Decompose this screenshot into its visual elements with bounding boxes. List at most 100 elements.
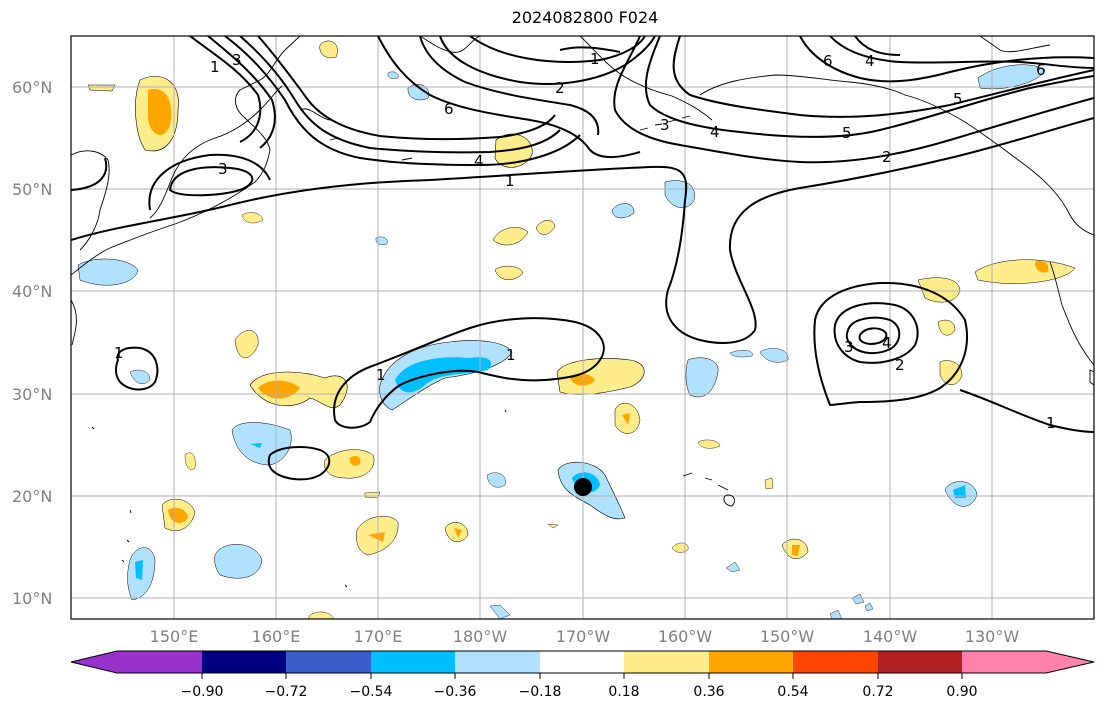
contour-line [419,36,600,136]
contour-label: 1 [1046,414,1056,432]
contour-line [672,36,1094,118]
asia-coastline [71,36,301,276]
colorbar-tick-label: −0.72 [265,684,308,700]
colorbar-tick-label: 0.36 [693,684,724,700]
lat-tick-label: 30°N [12,385,52,404]
negative-anomaly-area [214,544,263,579]
contour-label: 2 [882,148,892,166]
positive-anomaly-area [535,220,556,235]
negative-anomaly-area [407,84,429,101]
asia-coastline [71,299,77,346]
lat-tick-label: 60°N [12,78,52,97]
contour-label: 6 [823,52,833,70]
negative-anomaly-area [759,348,789,363]
contour-line [148,153,271,211]
contour-line [845,316,901,354]
contour-line [71,157,108,191]
contour-label: 1 [506,346,516,364]
contour-line [115,346,159,391]
positive-anomaly-area [792,545,800,556]
colorbar-tick-label: 0.72 [862,684,893,700]
positive-anomaly-area [307,611,335,619]
positive-anomaly-area [622,413,630,425]
bering-coastline [299,108,331,121]
lon-tick-label: 160°W [658,627,713,646]
negative-anomaly-area [864,602,874,612]
lon-tick-label: 150°E [150,627,199,646]
negative-anomaly-area [395,357,491,393]
contour-line [267,446,331,481]
colorbar-segment [962,651,1047,673]
contour-line [257,36,556,141]
colorbar-segment [878,651,963,673]
colorbar-tick-label: −0.18 [519,684,562,700]
positive-anomaly-area [368,532,385,542]
storm-center-marker [574,478,592,496]
colorbar-tick-label: 0.18 [608,684,639,700]
positive-anomaly-area [168,507,188,523]
negative-anomaly-area [953,485,966,498]
contour-label: 1 [114,344,124,362]
colorbar-segment [117,651,202,673]
map-frame [70,35,1095,620]
contour-label: 5 [953,90,963,108]
colorbar-outline [70,650,1095,674]
lon-tick-label: 140°W [863,627,918,646]
contour-lines [71,36,1094,481]
latitude-axis: 60°N 50°N 40°N 30°N 20°N 10°N [12,78,52,608]
negative-anomaly-area [489,604,511,619]
contour-line [189,36,262,143]
graticule [71,36,1094,619]
colorbar-segment [455,651,540,673]
positive-anomaly-area [454,528,462,538]
contour-line [854,36,901,56]
contour-line [71,117,1094,344]
positive-anomaly-area [87,84,116,92]
negative-anomaly-area [77,258,139,286]
colorbar-tick-label: 0.54 [777,684,808,700]
lon-tick-label: 180°W [453,627,508,646]
contour-line [239,36,561,154]
contour-label: 3 [232,51,242,69]
negative-anomaly-area [725,561,741,573]
contour-line [829,36,1094,69]
contour-label: 4 [710,123,720,141]
positive-anomaly-area [1035,260,1049,273]
north-america-coastline [979,36,1051,53]
contour-label: 4 [865,52,875,70]
negative-anomaly-area [387,71,399,79]
positive-anomaly-area [547,523,559,529]
lon-tick-label: 170°E [354,627,403,646]
lon-tick-label: 160°E [252,627,301,646]
colorbar-segment [793,651,878,673]
contour-label: 6 [444,100,454,118]
colorbar-tick-label: −0.54 [350,684,393,700]
north-america-coastline [1069,214,1094,236]
alaska-coastline [579,36,713,121]
lat-tick-label: 40°N [12,282,52,301]
contour-label: 5 [842,124,852,142]
positive-anomaly-area [671,542,689,553]
contour-label: 4 [882,334,892,352]
chart-title: 2024082800 F024 [511,8,659,27]
contour-label: 1 [505,172,515,190]
positive-anomaly-area [492,227,529,246]
colorbar-segment [709,651,794,673]
contour-line [439,36,656,85]
bering-coastline [401,157,413,161]
negative-anomaly-area [486,472,506,488]
colorbar-tick-label: −0.90 [181,684,224,700]
positive-anomaly-area [939,360,963,385]
positive-anomaly-area [324,449,375,479]
contour-line [644,36,1094,138]
positive-anomaly-area [974,259,1076,284]
positive-anomaly-area [937,319,956,336]
contour-line [168,166,254,197]
positive-anomaly-area [349,456,361,466]
colorbar-tick-label: −0.36 [434,684,477,700]
contour-line [333,317,605,429]
contour-line [207,36,276,149]
lat-tick-label: 50°N [12,180,52,199]
contour-label: 1 [376,366,386,384]
